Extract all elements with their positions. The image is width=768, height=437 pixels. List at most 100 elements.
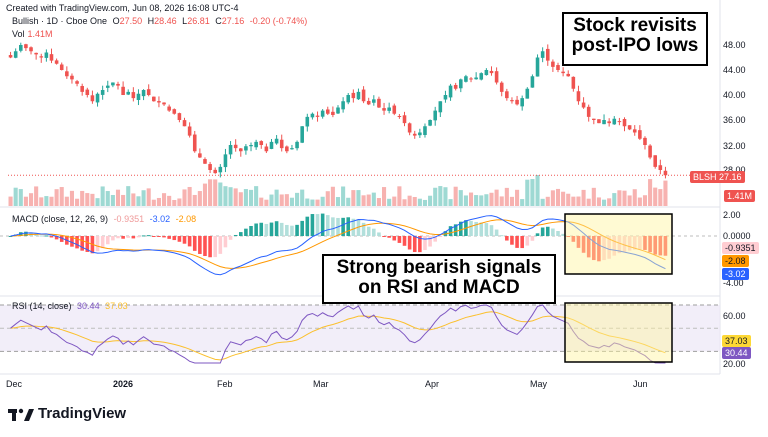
candle-body <box>392 105 397 114</box>
volume-bar <box>167 195 172 206</box>
volume-bar <box>642 195 648 206</box>
candle-body <box>653 155 657 167</box>
macd-histogram-bar <box>285 224 289 236</box>
candle-body <box>576 91 581 102</box>
candle-body <box>453 84 458 89</box>
volume-bar <box>453 186 458 206</box>
rsi-line <box>10 304 666 364</box>
macd-histogram-bar <box>448 226 453 236</box>
macd-histogram-bar <box>592 236 596 261</box>
candle-body <box>612 118 617 125</box>
macd-histogram-bar <box>105 236 110 245</box>
volume-bar <box>335 197 341 206</box>
candle-body <box>643 137 647 145</box>
volume-bar <box>162 193 167 206</box>
candle-body <box>203 159 207 164</box>
candle-body <box>366 100 371 105</box>
candle-body <box>648 145 652 158</box>
volume-bar <box>238 192 243 206</box>
volume-bar <box>361 195 366 206</box>
macd-histogram-bar <box>627 236 632 251</box>
price-legend: Bullish · 1D · Cboe One O27.50 H28.46 L2… <box>12 16 308 26</box>
candle-body <box>111 82 115 86</box>
volume-bar <box>494 189 499 206</box>
macd-histogram-bar <box>474 221 478 236</box>
time-label-feb: Feb <box>217 379 233 389</box>
macd-histogram-bar <box>576 236 581 248</box>
macd-histogram-bar <box>228 236 233 240</box>
candle-body <box>489 70 494 74</box>
candle-body <box>70 75 74 80</box>
time-label-2026: 2026 <box>113 379 134 389</box>
volume-bar <box>305 198 310 206</box>
candle-body <box>162 102 166 105</box>
macd-histogram-bar <box>382 236 386 237</box>
candle-body <box>141 90 146 97</box>
macd-histogram-bar <box>387 236 391 238</box>
candle-body <box>146 89 151 95</box>
volume-bar <box>248 189 254 206</box>
volume-bar <box>54 189 59 206</box>
candle-body <box>520 98 524 107</box>
candle-body <box>19 45 23 51</box>
candle-body <box>300 126 304 143</box>
macd-histogram-bar <box>269 222 274 236</box>
candle-body <box>545 48 550 61</box>
macd-histogram-bar <box>172 236 177 241</box>
candle-body <box>525 88 530 99</box>
volume-bar <box>658 189 663 206</box>
volume-bar <box>59 187 64 206</box>
volume-bar <box>269 194 274 206</box>
volume-bar <box>39 197 44 206</box>
macd-histogram-bar <box>177 236 182 242</box>
macd-histogram-bar <box>233 234 238 236</box>
candle-body <box>510 100 514 102</box>
macd-histogram-bar <box>489 225 494 236</box>
volume-bar <box>392 196 397 206</box>
price-tick-40: 40.00 <box>723 90 746 100</box>
callout-post-ipo-lows: Stock revisits post-IPO lows <box>562 12 708 66</box>
macd-histogram-bar <box>295 224 299 236</box>
candle-body <box>412 133 417 136</box>
macd-histogram-bar <box>392 236 397 241</box>
volume-bar <box>586 198 591 206</box>
volume-bar <box>44 196 49 206</box>
candle-body <box>484 70 489 76</box>
candle-body <box>85 89 90 95</box>
candle-body <box>351 92 356 99</box>
volume-bar <box>223 186 228 206</box>
macd-histogram-bar <box>264 223 269 236</box>
macd-histogram-bar <box>167 236 171 239</box>
macd-histogram-bar <box>213 236 217 258</box>
time-label-jun: Jun <box>633 379 648 389</box>
volume-legend: Vol 1.41M <box>12 29 53 39</box>
macd-label: MACD (close, 12, 26, 9) <box>12 214 109 224</box>
macd-histogram-bar <box>551 228 555 236</box>
macd-histogram-bar <box>397 236 402 243</box>
candle-body <box>213 169 217 174</box>
volume-bar <box>566 193 571 206</box>
macd-histogram-bar <box>556 231 560 236</box>
macd-histogram-bar <box>208 236 212 258</box>
time-label-mar: Mar <box>313 379 329 389</box>
macd-histogram-bar <box>571 236 576 242</box>
macd-histogram-bar <box>361 222 366 236</box>
volume-bar <box>295 192 300 206</box>
volume-bar <box>382 187 387 206</box>
macd-histogram-bar <box>586 236 591 258</box>
volume-bar <box>438 186 443 206</box>
volume-bar <box>653 187 658 206</box>
volume-bar <box>18 189 23 206</box>
rsi-value: 30.44 <box>77 301 100 311</box>
candle-body <box>336 107 340 114</box>
macd-histogram-bar <box>49 236 54 238</box>
macd-histogram-bar <box>95 236 100 252</box>
volume-bar <box>371 192 376 206</box>
macd-histogram-bar <box>59 236 64 242</box>
volume-bar <box>325 191 330 206</box>
macd-histogram-bar <box>24 231 28 236</box>
macd-histogram-bar <box>141 235 146 237</box>
candle-body <box>249 145 253 147</box>
candle-body <box>540 51 545 58</box>
